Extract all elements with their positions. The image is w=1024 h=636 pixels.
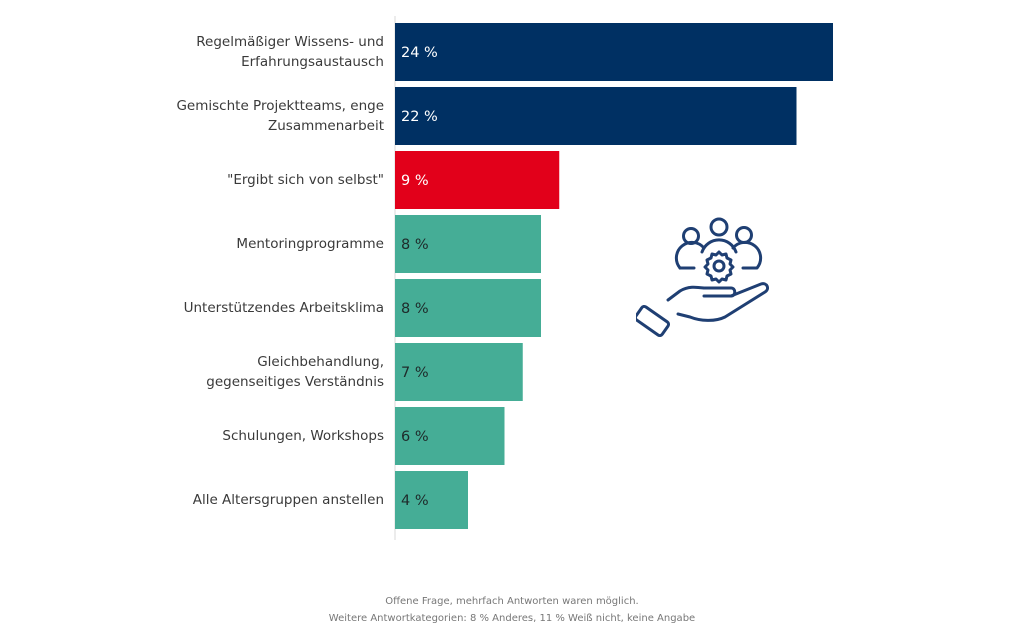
category-label: Gleichbehandlung, gegenseitiges Verständn… (124, 343, 384, 401)
category-label: Schulungen, Workshops (124, 407, 384, 465)
data-label: 4 % (401, 493, 429, 509)
bar (395, 343, 523, 401)
bar (395, 279, 541, 337)
bar (395, 407, 505, 465)
category-label-line: Alle Altersgruppen anstellen (192, 492, 384, 508)
data-label: 7 % (401, 365, 429, 381)
category-label-line: Unterstützendes Arbeitsklima (183, 300, 384, 316)
data-label: 8 % (401, 237, 429, 253)
category-label-line: Regelmäßiger Wissens- und (196, 34, 384, 50)
category-label-line: Erfahrungsaustausch (241, 54, 384, 70)
bar (395, 215, 541, 273)
category-label-line: Zusammenarbeit (267, 118, 384, 134)
category-label-line: Schulungen, Workshops (222, 428, 384, 444)
data-label: 6 % (401, 429, 429, 445)
category-label: Regelmäßiger Wissens- und Erfahrungsausta… (124, 23, 384, 81)
data-label: 8 % (401, 301, 429, 317)
bar (395, 471, 468, 529)
data-label: 9 % (401, 173, 429, 189)
bar (395, 23, 833, 81)
category-label-line: Mentoringprogramme (236, 236, 384, 252)
data-label: 24 % (401, 45, 438, 61)
category-label-line: Gleichbehandlung, (257, 354, 384, 370)
category-label: "Ergibt sich von selbst" (124, 151, 384, 209)
data-label: 22 % (401, 109, 438, 125)
category-label: Unterstützendes Arbeitsklima (124, 279, 384, 337)
hand-with-team-gear-icon (636, 217, 770, 338)
category-label-line: "Ergibt sich von selbst" (227, 172, 384, 188)
bar (395, 151, 560, 209)
bar (395, 87, 797, 145)
category-label: Gemischte Projektteams, enge Zusammenarbe… (124, 87, 384, 145)
category-label-line: gegenseitiges Verständnis (206, 374, 384, 390)
category-label: Mentoringprogramme (124, 215, 384, 273)
footnote-line-2: Weitere Antwortkategorien: 8 % Anderes, … (328, 613, 696, 624)
category-label-line: Gemischte Projektteams, enge (176, 98, 384, 114)
footnote-line-1: Offene Frage, mehrfach Antworten waren m… (385, 596, 639, 607)
category-label: Alle Altersgruppen anstellen (124, 471, 384, 529)
